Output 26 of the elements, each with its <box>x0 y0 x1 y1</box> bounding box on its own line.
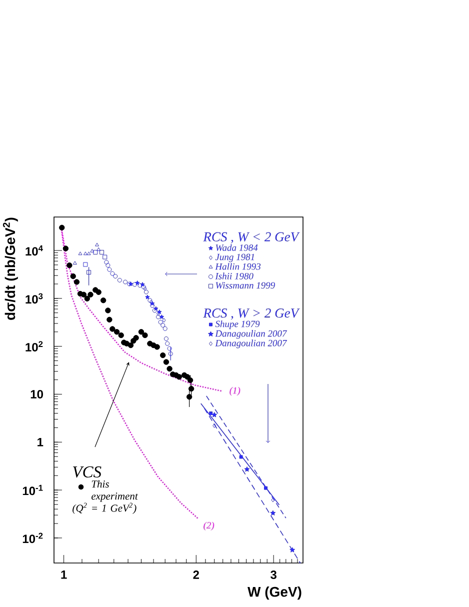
legend-label: Jung 1981 <box>215 254 254 262</box>
y-tick-label: 1 <box>38 438 44 446</box>
x-tick-label: 2 <box>193 570 199 579</box>
y-tick-label: 10$^{2}$ <box>26 341 43 352</box>
legend-label: Shupe 1979 <box>215 320 260 330</box>
legend-label: Hallin 1993 <box>215 263 261 270</box>
series-label: (2) <box>204 522 214 530</box>
annotation: RCS , W > 2 GeV <box>203 308 300 320</box>
y-axis-title: dσ/dt (nb/GeV$^{2}$) <box>2 218 18 320</box>
y-tick-label: 10$^{4}$ <box>26 245 43 256</box>
y-tick-label: 10$^{3}$ <box>26 293 43 304</box>
annotation: RCS , W < 2 GeV <box>203 232 300 244</box>
y-tick-label: 10$^{-2}$ <box>22 532 43 544</box>
x-tick-label: 3 <box>270 570 276 580</box>
legend-label: Ishii 1980 <box>215 272 254 280</box>
y-tick-label: 10$^{-1}$ <box>22 484 43 496</box>
legend-label: This experiment (Q$^{2}$ = 1 GeV$^{2}$) <box>72 480 138 514</box>
x-axis-title: W (GeV) <box>248 586 302 600</box>
annotation: VCS <box>73 466 102 478</box>
legend-label: Wada 1984 <box>216 244 258 251</box>
legend-label: Danagoulian 2007 <box>215 330 288 339</box>
series-label: (1) <box>230 387 240 396</box>
y-tick-label: 10 <box>30 390 43 398</box>
legend-label: Danagoulian 2007 <box>215 340 288 348</box>
legend-label: Wissmann 1999 <box>216 282 275 289</box>
x-tick-label: 1 <box>61 570 67 579</box>
